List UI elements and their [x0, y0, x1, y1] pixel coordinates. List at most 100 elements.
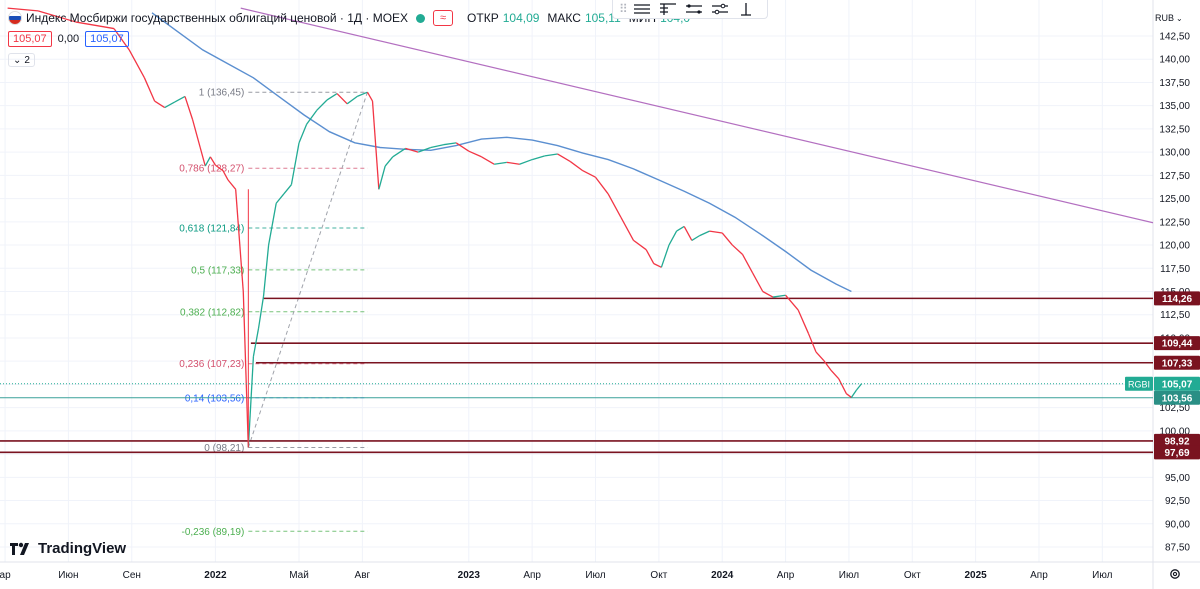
price-segment [257, 296, 265, 329]
price-segment [569, 160, 584, 172]
price-segment [262, 244, 270, 297]
price-segment [850, 389, 858, 398]
price-segment [582, 170, 596, 178]
price-segment [807, 333, 817, 353]
price-segment [235, 189, 244, 292]
moving-average-line [151, 12, 852, 293]
price-segment [283, 184, 292, 195]
price-segment [290, 142, 300, 185]
sell-price-button[interactable]: 105,07 [8, 31, 52, 47]
current-price-badge: 105,07 [1162, 379, 1193, 390]
fib-level-label: 0,618 (121,84) [179, 223, 244, 234]
price-segment [668, 230, 678, 246]
y-tick-label: 137,50 [1159, 78, 1190, 89]
price-boxes: 105,07 0,00 105,07 [8, 31, 129, 47]
price-segment [430, 144, 444, 149]
chevron-down-icon: ⌄ [1176, 13, 1183, 23]
indicators-count: 2 [24, 54, 30, 66]
price-segment [326, 93, 338, 101]
indicators-toggle[interactable]: ⌄ 2 [8, 53, 35, 67]
price-segment [455, 142, 470, 152]
price-segment [346, 95, 358, 105]
price-segment [607, 193, 622, 218]
price-segment [856, 383, 863, 391]
currency-selector[interactable]: RUB ⌄ [1155, 10, 1187, 26]
y-tick-label: 125,00 [1159, 194, 1190, 205]
price-segment [645, 249, 655, 264]
price-segment [785, 294, 799, 311]
level-price-badge: 107,33 [1162, 358, 1193, 369]
chevron-down-icon: ⌄ [13, 54, 22, 66]
level-price-badge-bg [1154, 336, 1200, 351]
price-segment [557, 153, 571, 162]
horizontal-lines-icon[interactable] [632, 1, 652, 17]
price-segment [544, 153, 558, 157]
x-tick-label: 2025 [964, 570, 987, 581]
y-tick-label: 92,50 [1165, 496, 1190, 507]
fib-level-label: 0,786 (128,27) [179, 164, 244, 175]
fib-level-label: 1 (136,45) [199, 88, 245, 99]
fib-level-label: -0,236 (89,19) [182, 527, 245, 538]
price-segment [204, 156, 211, 167]
level-price-badge-bg [1154, 433, 1200, 448]
x-tick-label: Апр [523, 570, 541, 581]
parallel-channel-icon[interactable] [684, 1, 704, 17]
fib-level-label: 0 (98,21) [204, 443, 244, 454]
price-segment [215, 164, 224, 172]
drag-handle-icon[interactable]: ⠿ [619, 2, 628, 16]
price-segment [405, 147, 419, 153]
level-price-badge: 109,44 [1162, 339, 1193, 350]
brand-name: TradingView [38, 540, 127, 557]
price-segment [620, 216, 635, 241]
gear-icon[interactable] [1168, 567, 1182, 581]
symbol-tag-bg [1125, 376, 1153, 391]
price-segment [772, 294, 786, 298]
price-segment [741, 254, 754, 274]
current-price-badge-bg [1154, 376, 1200, 391]
x-tick-label: Апр [777, 570, 795, 581]
price-segment [676, 225, 685, 232]
level-price-badge-bg [1154, 291, 1200, 306]
price-segment [709, 230, 723, 234]
y-tick-label: 142,50 [1159, 32, 1190, 43]
price-segment [392, 147, 406, 158]
level-price-badge: 114,26 [1162, 294, 1192, 305]
symbol-title[interactable]: Индекс Мосбиржи государственных облигаци… [26, 11, 409, 25]
y-tick-label: 117,50 [1160, 264, 1190, 275]
y-tick-label: 127,50 [1159, 171, 1190, 182]
price-segment [443, 142, 457, 146]
x-tick-label: ар [0, 570, 11, 581]
price-segment [417, 146, 432, 153]
tradingview-logo-icon [10, 542, 29, 555]
price-segment [699, 230, 710, 237]
compare-wave-button[interactable]: ≈ [433, 10, 454, 26]
price-segment [7, 7, 39, 12]
price-segment [691, 235, 700, 241]
settings-slider-icon[interactable] [710, 1, 730, 17]
support-price-badge-bg [1154, 390, 1200, 405]
fib-tool-icon[interactable] [658, 1, 678, 17]
x-tick-label: 2022 [204, 570, 227, 581]
legend-bar: Индекс Мосбиржи государственных облигаци… [8, 9, 690, 27]
vertical-line-icon[interactable] [736, 1, 756, 17]
price-segment [762, 290, 774, 298]
price-segment [378, 165, 386, 190]
price-segment [164, 101, 176, 109]
y-tick-label: 130,00 [1159, 148, 1190, 159]
price-segment [242, 291, 249, 448]
price-segment [721, 232, 733, 246]
price-segment [531, 155, 546, 161]
price-segment [752, 272, 764, 292]
level-price-badge-bg [1154, 445, 1200, 460]
level-price-badge: 97,69 [1164, 448, 1189, 459]
price-segment [154, 100, 166, 109]
tradingview-logo[interactable]: TradingView [10, 540, 126, 557]
price-segment [519, 158, 533, 165]
price-segment [336, 93, 348, 105]
buy-price-button[interactable]: 105,07 [85, 31, 129, 47]
price-segment [384, 156, 394, 167]
y-tick-label: 100,00 [1159, 426, 1190, 437]
price-segment [184, 96, 194, 120]
market-status-icon [416, 13, 426, 23]
